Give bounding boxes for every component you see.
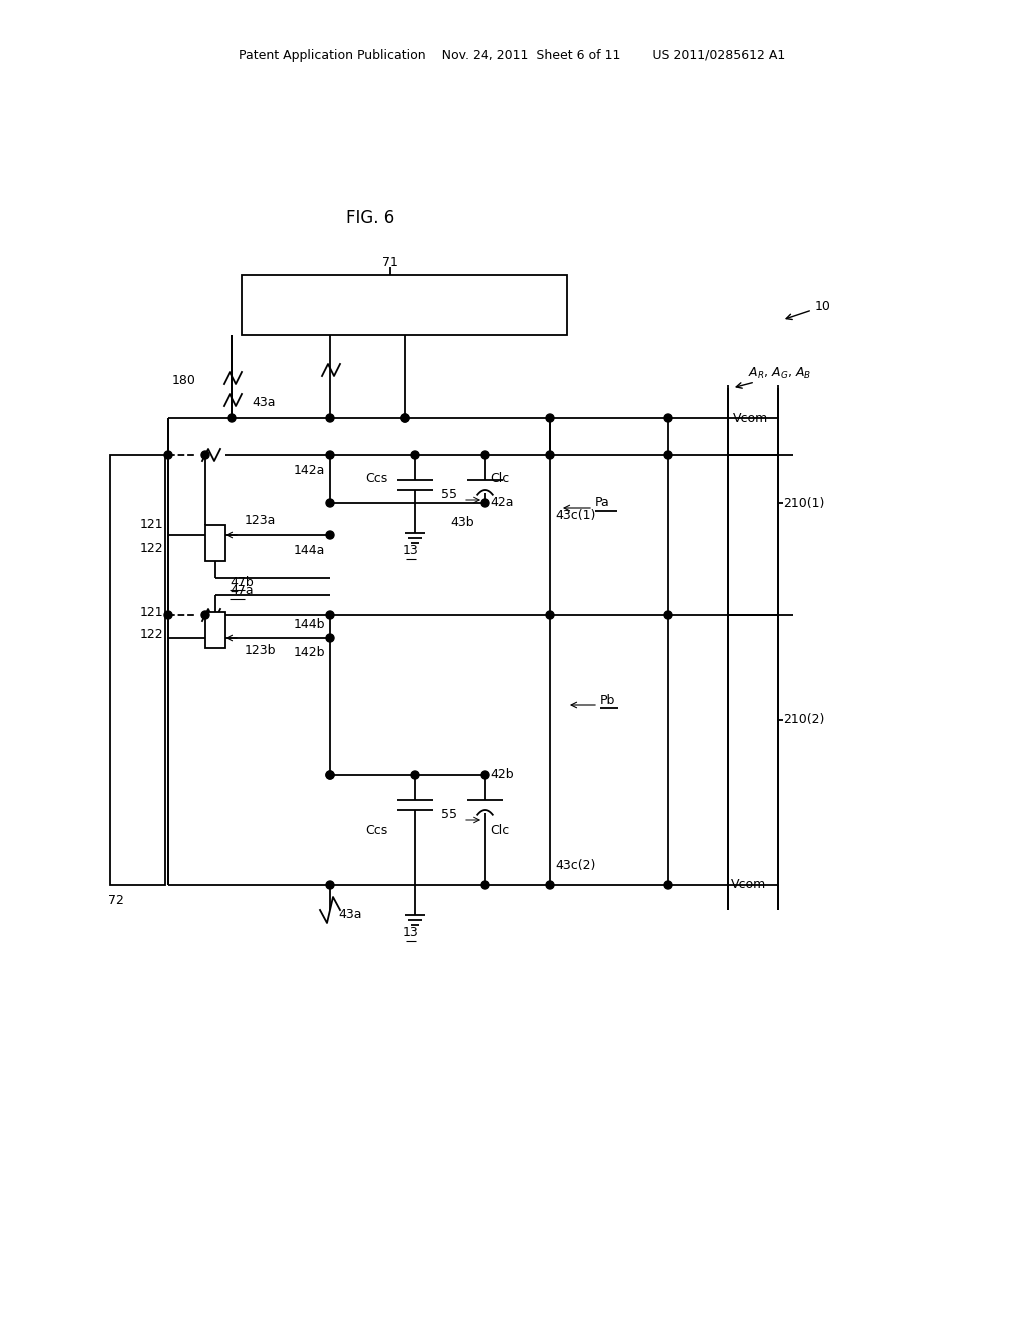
Text: 180: 180 xyxy=(172,374,196,387)
Text: 122: 122 xyxy=(139,541,163,554)
Circle shape xyxy=(664,880,672,888)
Circle shape xyxy=(401,414,409,422)
Text: 43c(1): 43c(1) xyxy=(555,508,595,521)
Text: 121: 121 xyxy=(139,606,163,619)
Text: 144b: 144b xyxy=(294,619,325,631)
Text: 43a: 43a xyxy=(252,396,275,409)
Circle shape xyxy=(228,414,236,422)
Text: 43c(2): 43c(2) xyxy=(555,858,595,871)
Circle shape xyxy=(546,414,554,422)
Circle shape xyxy=(164,611,172,619)
Text: 144a: 144a xyxy=(294,544,325,557)
Circle shape xyxy=(546,880,554,888)
Circle shape xyxy=(326,451,334,459)
Text: 55: 55 xyxy=(441,808,457,821)
Text: 10: 10 xyxy=(815,300,830,313)
Text: Vcom: Vcom xyxy=(733,412,768,425)
Text: 42a: 42a xyxy=(490,496,513,510)
Bar xyxy=(205,612,225,648)
Text: 71: 71 xyxy=(382,256,398,268)
Text: 121: 121 xyxy=(139,519,163,532)
Circle shape xyxy=(664,451,672,459)
Circle shape xyxy=(326,499,334,507)
Text: Ccs: Ccs xyxy=(365,824,387,837)
Text: 43b: 43b xyxy=(450,516,474,529)
Circle shape xyxy=(481,771,489,779)
Circle shape xyxy=(201,451,209,459)
Circle shape xyxy=(411,771,419,779)
Text: Vcom: Vcom xyxy=(731,879,766,891)
Circle shape xyxy=(546,451,554,459)
Circle shape xyxy=(411,451,419,459)
Text: Pa: Pa xyxy=(595,496,609,510)
Text: Pb: Pb xyxy=(600,693,615,706)
Text: Clc: Clc xyxy=(490,473,509,486)
Text: 13: 13 xyxy=(403,544,419,557)
Text: Ccs: Ccs xyxy=(365,473,387,486)
Circle shape xyxy=(201,611,209,619)
Text: 123a: 123a xyxy=(245,515,276,528)
Bar xyxy=(110,455,165,884)
Text: 43a: 43a xyxy=(338,908,361,921)
Text: 55: 55 xyxy=(441,488,457,502)
Circle shape xyxy=(481,499,489,507)
Bar xyxy=(205,525,225,561)
Text: 47a: 47a xyxy=(230,585,254,598)
Text: $A_R$, $A_G$, $A_B$: $A_R$, $A_G$, $A_B$ xyxy=(748,366,811,380)
Text: 13: 13 xyxy=(403,927,419,940)
Circle shape xyxy=(326,531,334,539)
Text: 210(2): 210(2) xyxy=(783,714,824,726)
Circle shape xyxy=(326,771,334,779)
Text: 142b: 142b xyxy=(294,645,325,659)
Text: 72: 72 xyxy=(108,894,124,907)
Circle shape xyxy=(326,414,334,422)
Text: 123b: 123b xyxy=(245,644,276,656)
Text: 122: 122 xyxy=(139,628,163,642)
Circle shape xyxy=(401,414,409,422)
Text: FIG. 6: FIG. 6 xyxy=(346,209,394,227)
Circle shape xyxy=(326,771,334,779)
Text: 47b: 47b xyxy=(230,576,254,589)
Text: 142a: 142a xyxy=(294,465,325,478)
Circle shape xyxy=(164,451,172,459)
Circle shape xyxy=(481,880,489,888)
Circle shape xyxy=(664,611,672,619)
Circle shape xyxy=(546,611,554,619)
Text: 210(1): 210(1) xyxy=(783,496,824,510)
Circle shape xyxy=(326,611,334,619)
Circle shape xyxy=(326,880,334,888)
Circle shape xyxy=(481,451,489,459)
Text: 42b: 42b xyxy=(490,768,514,781)
Circle shape xyxy=(326,634,334,642)
Text: Clc: Clc xyxy=(490,824,509,837)
Circle shape xyxy=(664,414,672,422)
Text: Patent Application Publication    Nov. 24, 2011  Sheet 6 of 11        US 2011/02: Patent Application Publication Nov. 24, … xyxy=(239,49,785,62)
Bar xyxy=(242,275,567,335)
